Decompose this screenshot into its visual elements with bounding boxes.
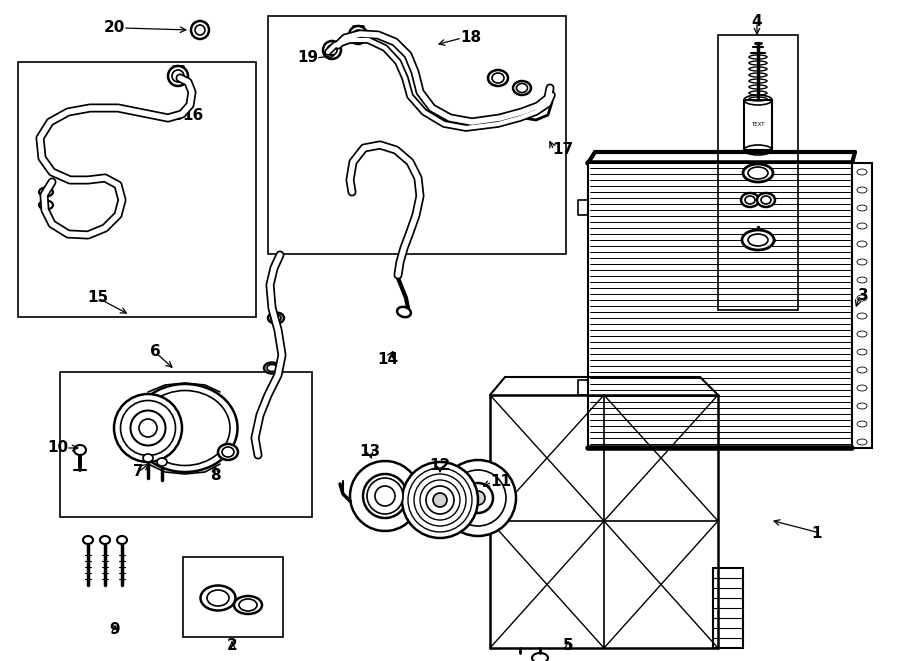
Wedge shape [350,461,418,531]
Text: 17: 17 [552,143,573,157]
Text: 12: 12 [429,459,451,473]
Text: 18: 18 [460,30,482,46]
Ellipse shape [117,536,127,544]
Ellipse shape [742,230,774,250]
Circle shape [349,26,367,44]
Ellipse shape [114,394,182,462]
Text: 13: 13 [359,444,381,459]
Ellipse shape [397,307,411,317]
Ellipse shape [143,454,153,462]
Circle shape [402,462,478,538]
Text: 14: 14 [377,352,399,368]
Ellipse shape [201,586,236,611]
Text: 15: 15 [87,290,109,305]
Text: 6: 6 [149,344,160,360]
Text: 5: 5 [562,637,573,652]
Ellipse shape [741,193,759,207]
Circle shape [440,460,516,536]
Bar [60,372,312,517]
Ellipse shape [268,313,284,323]
Circle shape [433,493,447,507]
Text: 8: 8 [210,469,220,483]
Ellipse shape [488,70,508,86]
Text: 9: 9 [110,623,121,637]
Ellipse shape [83,536,93,544]
Circle shape [367,478,403,514]
Text: 20: 20 [104,20,125,36]
Circle shape [168,66,188,86]
Ellipse shape [757,193,775,207]
Text: 1: 1 [812,525,822,541]
Ellipse shape [218,444,238,460]
Ellipse shape [74,445,86,455]
Bar [718,35,798,310]
Ellipse shape [743,164,773,182]
Ellipse shape [513,81,531,95]
Bar [268,16,566,254]
Bar [744,100,772,150]
Ellipse shape [157,458,167,466]
Bar [183,557,283,637]
Bar [588,163,852,448]
Text: 10: 10 [47,440,68,455]
Ellipse shape [100,536,110,544]
Ellipse shape [234,596,262,614]
Text: 19: 19 [297,50,318,65]
Bar [713,568,743,648]
Circle shape [323,41,341,59]
Circle shape [471,491,485,505]
Circle shape [191,21,209,39]
Text: 4: 4 [752,15,762,30]
Ellipse shape [264,362,280,373]
Text: 7: 7 [132,465,143,479]
Text: 16: 16 [182,108,203,122]
Bar [18,62,256,317]
Ellipse shape [132,384,238,472]
Bar [852,163,872,448]
Text: 11: 11 [490,475,511,490]
Text: 3: 3 [858,288,868,303]
Text: TEXT: TEXT [752,122,765,128]
Text: 2: 2 [227,637,238,652]
